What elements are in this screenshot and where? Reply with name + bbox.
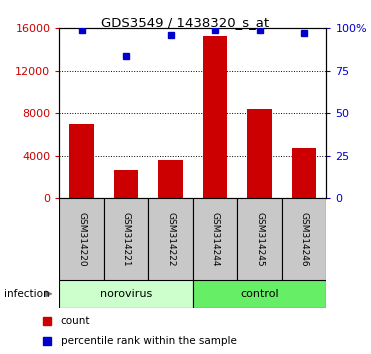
Bar	[104, 198, 148, 280]
Bar	[282, 198, 326, 280]
Bar	[237, 198, 282, 280]
Bar	[114, 170, 138, 198]
Bar	[203, 36, 227, 198]
Text: GSM314222: GSM314222	[166, 212, 175, 266]
Text: GSM314220: GSM314220	[77, 212, 86, 266]
Bar	[59, 280, 193, 308]
Bar	[59, 198, 104, 280]
Bar	[193, 280, 326, 308]
Bar	[292, 148, 316, 198]
Text: count: count	[61, 316, 90, 326]
Text: GSM314244: GSM314244	[211, 212, 220, 266]
Text: GSM314245: GSM314245	[255, 212, 264, 266]
Text: GDS3549 / 1438320_s_at: GDS3549 / 1438320_s_at	[101, 16, 270, 29]
Bar	[193, 198, 237, 280]
Text: norovirus: norovirus	[100, 289, 152, 299]
Bar	[158, 160, 183, 198]
Bar	[247, 109, 272, 198]
Text: GSM314246: GSM314246	[300, 212, 309, 266]
Text: percentile rank within the sample: percentile rank within the sample	[61, 336, 237, 346]
Text: control: control	[240, 289, 279, 299]
Bar	[148, 198, 193, 280]
Text: infection: infection	[4, 289, 49, 299]
Text: GSM314221: GSM314221	[122, 212, 131, 266]
Bar	[69, 124, 94, 198]
